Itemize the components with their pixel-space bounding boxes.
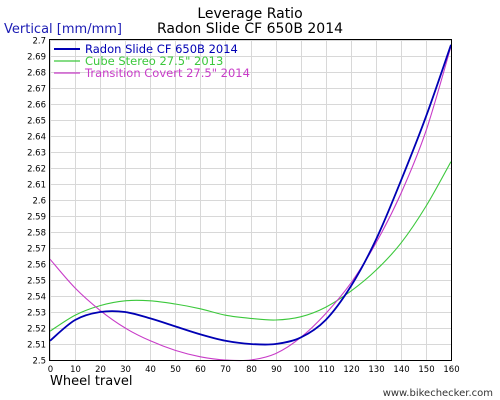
x-tick-label: 30 [120,365,131,375]
x-tick-label: 100 [293,365,309,375]
legend-label-0: Radon Slide CF 650B 2014 [85,42,238,56]
y-tick-label: 2.58 [27,229,46,239]
y-tick-label: 2.59 [27,213,46,223]
x-tick-label: 80 [246,365,257,375]
y-tick-label: 2.5 [32,357,46,367]
x-tick-labels: 0 10 20 30 40 50 60 70 80 90 100 110 120 130 140 150 160 [48,365,460,375]
y-tick-label: 2.51 [27,341,46,351]
y-tick-label: 2.62 [27,165,46,175]
y-tick-label: 2.65 [27,117,46,127]
x-tick-label: 90 [271,365,282,375]
series-line-0 [49,44,452,346]
x-tick-label: 110 [318,365,334,375]
y-axis-label: Vertical [mm/mm] [4,22,122,37]
plot-frame [49,39,452,361]
chart-subtitle: Radon Slide CF 650B 2014 [157,21,343,37]
y-tick-label: 2.52 [27,325,46,335]
series-line-2 [49,46,452,362]
y-tick-label: 2.64 [27,133,46,143]
y-tick-label: 2.67 [27,85,46,95]
y-tick-label: 2.55 [27,277,46,287]
x-tick-label: 130 [368,365,384,375]
grid [50,40,452,361]
watermark: www.bikechecker.com [383,388,493,399]
x-tick-label: 120 [343,365,359,375]
x-tick-label: 40 [145,365,156,375]
x-tick-label: 140 [393,365,409,375]
x-tick-label: 70 [220,365,231,375]
series-group [49,44,452,362]
y-tick-label: 2.69 [27,53,46,63]
series-line-1 [49,161,452,332]
y-tick-label: 2.53 [27,309,46,319]
y-tick-label: 2.63 [27,149,46,159]
x-tick-label: 150 [418,365,434,375]
y-tick-label: 2.57 [27,245,46,255]
x-tick-label: 10 [70,365,81,375]
x-tick-label: 20 [95,365,106,375]
y-tick-labels: 2.5 2.51 2.52 2.53 2.54 2.55 2.56 2.57 2.58 2.59 2… [27,37,46,367]
x-tick-label: 50 [170,365,181,375]
x-tick-label: 0 [48,365,53,375]
x-tick-label: 60 [195,365,206,375]
x-tick-label: 160 [443,365,459,375]
y-tick-label: 2.66 [27,101,46,111]
y-tick-label: 2.7 [32,37,46,47]
y-tick-label: 2.61 [27,181,46,191]
chart-title: Leverage Ratio [197,6,302,22]
y-tick-label: 2.6 [32,197,46,207]
y-tick-label: 2.68 [27,69,46,79]
y-tick-label: 2.56 [27,261,46,271]
y-tick-label: 2.54 [27,293,46,303]
x-axis-label: Wheel travel [50,374,133,389]
legend-label-2: Transition Covert 27.5" 2014 [84,66,250,80]
legend-label-1: Cube Stereo 27.5" 2013 [85,54,223,68]
